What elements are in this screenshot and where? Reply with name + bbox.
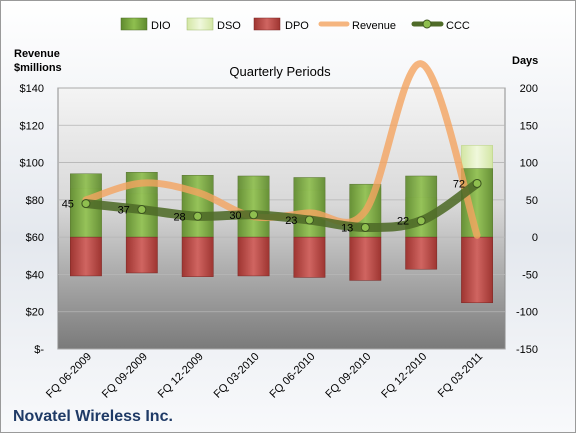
bar-dpo bbox=[125, 236, 158, 274]
left-axis-label-line1: Revenue bbox=[14, 48, 60, 60]
ccc-data-label: 13 bbox=[341, 222, 353, 234]
x-tick-label: FQ 03-2010 bbox=[212, 351, 262, 401]
left-tick-label: $120 bbox=[20, 120, 44, 132]
ccc-data-label: 37 bbox=[118, 205, 130, 217]
legend-label-dio: DIO bbox=[151, 20, 171, 32]
legend-swatch-ccc-marker bbox=[422, 19, 432, 29]
ccc-data-label: 22 bbox=[397, 216, 409, 228]
legend-label-dpo: DPO bbox=[285, 20, 309, 32]
left-tick-label: $- bbox=[34, 344, 44, 356]
right-axis-label: Days bbox=[512, 55, 538, 67]
x-tick-label: FQ 06-2009 bbox=[44, 351, 94, 401]
legend-swatch-dpo bbox=[253, 17, 281, 31]
ccc-marker bbox=[193, 211, 203, 221]
legend-swatch-dso bbox=[186, 17, 214, 31]
x-tick-label: FQ 09-2010 bbox=[323, 351, 373, 401]
line-revenue bbox=[82, 60, 481, 239]
labels-layer: 45 37 28 30 23 13 22 72 bbox=[62, 178, 465, 234]
lines-layer bbox=[81, 60, 482, 239]
x-tick-label: FQ 06-2010 bbox=[268, 351, 318, 401]
bar-dpo bbox=[405, 236, 438, 270]
ccc-data-label: 30 bbox=[229, 210, 241, 222]
right-tick-label: 150 bbox=[520, 120, 538, 132]
x-tick-label: FQ 03-2011 bbox=[436, 351, 485, 400]
left-tick-label: $100 bbox=[20, 158, 44, 170]
left-axis-label-line2: $millions bbox=[14, 62, 62, 74]
left-tick-label: $60 bbox=[26, 232, 44, 244]
chart-title: Quarterly Periods bbox=[229, 64, 331, 79]
bar-dpo bbox=[293, 236, 326, 278]
right-tick-label: 200 bbox=[520, 83, 538, 95]
left-tick-label: $80 bbox=[26, 195, 44, 207]
ccc-data-label: 72 bbox=[453, 178, 465, 190]
ccc-marker bbox=[472, 178, 482, 188]
ccc-marker bbox=[249, 210, 259, 220]
legend-label-revenue: Revenue bbox=[352, 20, 396, 32]
bar-dpo bbox=[237, 236, 270, 277]
legend: DIO DSO DPO Revenue CCC bbox=[120, 17, 470, 32]
right-tick-label: 50 bbox=[526, 195, 538, 207]
right-tick-label: -100 bbox=[516, 307, 538, 319]
ccc-data-label: 45 bbox=[62, 199, 74, 211]
bar-dio bbox=[181, 174, 214, 238]
legend-label-dso: DSO bbox=[217, 20, 241, 32]
x-tick-label: FQ 09-2009 bbox=[100, 351, 150, 401]
ccc-marker bbox=[304, 215, 314, 225]
ccc-data-label: 23 bbox=[285, 215, 297, 227]
left-tick-label: $140 bbox=[20, 83, 44, 95]
x-axis-ticks: FQ 06-2009 FQ 09-2009 FQ 12-2009 FQ 03-2010… bbox=[44, 351, 485, 401]
ccc-data-label: 28 bbox=[173, 211, 185, 223]
right-tick-label: 0 bbox=[532, 232, 538, 244]
bar-dio bbox=[237, 175, 270, 238]
bar-dpo bbox=[70, 236, 102, 277]
x-tick-label: FQ 12-2009 bbox=[156, 351, 206, 401]
right-tick-label: -50 bbox=[522, 269, 538, 281]
right-axis-ticks: 200 150 100 50 0 -50 -100 -150 bbox=[516, 83, 538, 356]
bar-dio bbox=[293, 177, 326, 238]
ccc-marker bbox=[81, 199, 91, 209]
left-tick-label: $40 bbox=[26, 269, 44, 281]
left-axis-ticks: $140 $120 $100 $80 $60 $40 $20 $- bbox=[20, 83, 45, 356]
ccc-marker bbox=[416, 216, 426, 226]
ccc-marker bbox=[360, 222, 370, 232]
bar-dpo bbox=[181, 236, 214, 277]
legend-swatch-dio bbox=[120, 17, 148, 31]
right-tick-label: 100 bbox=[520, 158, 538, 170]
ccc-marker bbox=[137, 205, 147, 215]
bar-dpo bbox=[349, 236, 382, 281]
legend-label-ccc: CCC bbox=[446, 20, 470, 32]
bar-dpo bbox=[461, 236, 493, 304]
x-tick-label: FQ 12-2010 bbox=[379, 351, 429, 401]
company-name: Novatel Wireless Inc. bbox=[13, 408, 173, 425]
left-tick-label: $20 bbox=[26, 307, 44, 319]
right-tick-label: -150 bbox=[516, 344, 538, 356]
